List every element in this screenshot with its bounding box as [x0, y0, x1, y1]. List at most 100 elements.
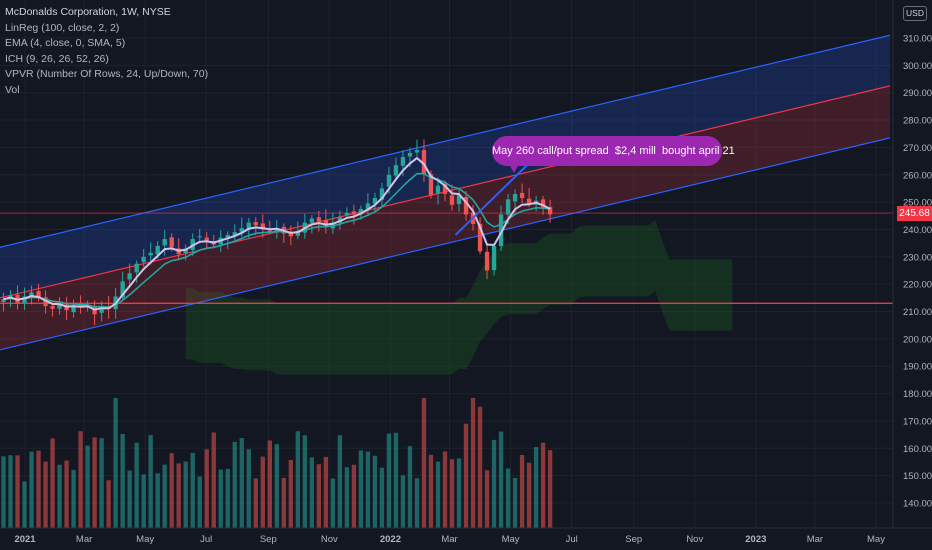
trendline-line[interactable]: [454, 152, 541, 236]
candles[interactable]: [1, 139, 553, 326]
candle[interactable]: [225, 234, 230, 239]
candle[interactable]: [498, 214, 504, 247]
candle[interactable]: [36, 291, 41, 299]
volume-bar: [316, 464, 322, 528]
candle[interactable]: [127, 273, 132, 280]
candle[interactable]: [148, 252, 153, 256]
candle[interactable]: [442, 183, 448, 194]
candle[interactable]: [358, 208, 364, 215]
candle[interactable]: [267, 230, 272, 232]
volume-bar: [85, 445, 90, 528]
candle[interactable]: [400, 156, 406, 166]
legend-ema[interactable]: EMA (4, close, 0, SMA, 5): [5, 37, 126, 49]
legend-linreg[interactable]: LinReg (100, close, 2, 2): [5, 21, 120, 34]
x-tick-label: Sep: [260, 534, 277, 545]
candle[interactable]: [435, 185, 441, 194]
candle[interactable]: [365, 203, 371, 210]
candle[interactable]: [274, 228, 279, 232]
candle[interactable]: [386, 174, 392, 187]
candle[interactable]: [344, 213, 350, 216]
candle[interactable]: [463, 196, 469, 215]
volume-bar: [218, 469, 223, 528]
candle[interactable]: [260, 223, 265, 230]
candle[interactable]: [288, 232, 293, 237]
candle[interactable]: [456, 195, 462, 205]
currency-label[interactable]: USD: [903, 6, 927, 21]
candle[interactable]: [29, 292, 34, 298]
price-axis[interactable]: 310.00 300.00 290.00 280.00 270.00 260.00 250.…: [892, 0, 932, 528]
candle[interactable]: [407, 152, 413, 157]
candle[interactable]: [120, 281, 125, 298]
legend-volume[interactable]: Vol: [5, 83, 20, 96]
linreg-upper-line[interactable]: [0, 34, 891, 248]
volume-bar: [22, 481, 27, 528]
trendline[interactable]: [454, 152, 541, 236]
candle[interactable]: [428, 174, 434, 196]
legend-symbol-title[interactable]: McDonalds Corporation, 1W, NYSE: [5, 6, 171, 18]
volume-bar: [540, 442, 546, 528]
volume-bar: [274, 444, 279, 528]
candle[interactable]: [414, 150, 420, 153]
candle[interactable]: [141, 256, 146, 263]
candle[interactable]: [232, 232, 237, 236]
volume-bar: [141, 474, 146, 528]
moving-averages: [3, 156, 551, 311]
candle[interactable]: [57, 304, 62, 309]
candle[interactable]: [71, 305, 76, 313]
candle[interactable]: [477, 223, 483, 252]
candle[interactable]: [204, 237, 209, 241]
candle[interactable]: [449, 195, 455, 205]
volume-bar: [43, 461, 48, 528]
candle[interactable]: [491, 245, 497, 271]
candle[interactable]: [197, 236, 202, 238]
candle[interactable]: [421, 150, 427, 174]
volume-bar: [239, 438, 244, 528]
candle[interactable]: [372, 198, 378, 204]
linreg-lower-line[interactable]: [0, 137, 891, 351]
candle[interactable]: [484, 251, 490, 271]
candle[interactable]: [540, 199, 546, 209]
candle[interactable]: [323, 220, 329, 227]
legend-ichimoku[interactable]: ICH (9, 26, 26, 52, 26): [5, 52, 109, 65]
candle[interactable]: [22, 296, 27, 303]
candle[interactable]: [505, 199, 511, 215]
ichimoku-base-line: [3, 172, 551, 308]
volume-bar: [295, 431, 301, 528]
y-tick-label: 160.00: [903, 444, 932, 455]
candle[interactable]: [512, 193, 518, 202]
candle[interactable]: [295, 230, 301, 236]
candle[interactable]: [526, 198, 532, 204]
y-tick-label: 230.00: [903, 252, 932, 263]
candle[interactable]: [183, 248, 188, 253]
candle[interactable]: [253, 222, 258, 226]
candle[interactable]: [50, 306, 55, 309]
candle[interactable]: [351, 211, 357, 215]
candle[interactable]: [239, 228, 244, 232]
y-tick-label: 300.00: [903, 61, 932, 72]
y-tick-label: 250.00: [903, 198, 932, 209]
volume-bar: [533, 446, 539, 528]
candle[interactable]: [169, 237, 174, 248]
y-tick-label: 210.00: [903, 307, 932, 318]
volume-bar: [302, 435, 308, 528]
candle[interactable]: [246, 222, 251, 230]
candle[interactable]: [379, 188, 385, 200]
candle[interactable]: [316, 217, 322, 222]
legend-vpvr[interactable]: VPVR (Number Of Rows, 24, Up/Down, 70): [5, 68, 209, 80]
volume-bar: [267, 440, 272, 528]
volume-bar: [442, 451, 448, 528]
callout-annotation[interactable]: May 260 call/put spread $2,4 mill bought…: [492, 136, 735, 166]
time-axis[interactable]: 2021 Mar May Jul Sep Nov 2022 Mar May Jul Sep Nov 20…: [0, 527, 932, 545]
candle[interactable]: [134, 263, 139, 273]
candle[interactable]: [99, 306, 104, 313]
volume-bar: [169, 453, 174, 528]
candle[interactable]: [1, 299, 6, 302]
candle[interactable]: [393, 165, 399, 176]
candle[interactable]: [547, 206, 553, 215]
candle[interactable]: [43, 297, 48, 307]
candle[interactable]: [155, 245, 160, 255]
candle[interactable]: [519, 192, 525, 199]
candle[interactable]: [162, 239, 167, 246]
candle[interactable]: [309, 218, 315, 223]
